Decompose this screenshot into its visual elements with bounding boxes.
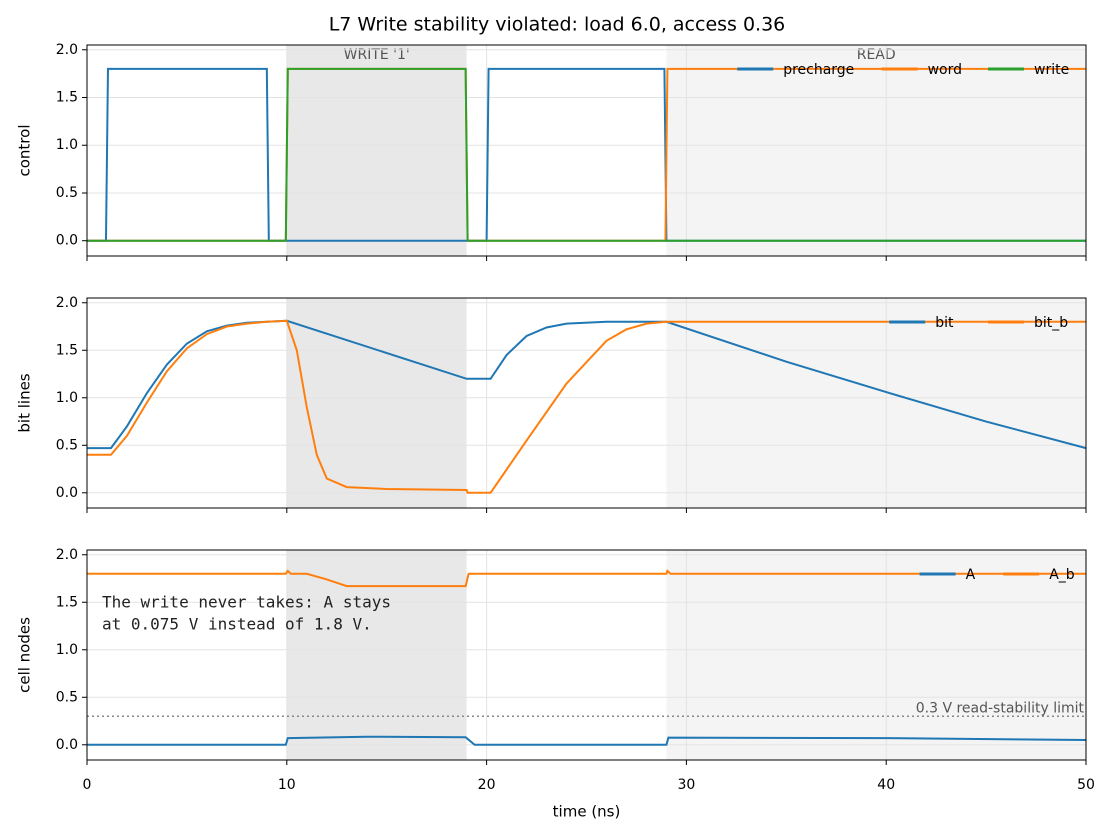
y-tick-label: 1.5 [56,90,78,106]
legend-label: A_b [1049,567,1075,583]
legend-label: word [928,62,962,78]
axes-frame [86,549,1087,761]
y-tick-label: 0.0 [56,485,78,501]
legend-label: bit_b [1034,315,1068,331]
y-tick-label: 1.5 [56,342,78,358]
y-tick-label: 2.0 [56,547,78,563]
x-tick-label: 0 [83,777,92,793]
threshold-label: 0.3 V read-stability limit [916,700,1085,716]
y-tick-label: 1.0 [56,642,78,658]
phase-span [666,298,1086,508]
x-tick-label: 50 [1077,777,1095,793]
phase-span [666,550,1086,760]
y-axis-label: control [16,125,34,177]
x-axis-label: time (ns) [553,803,621,821]
y-axis-label: cell nodes [16,617,34,693]
y-tick-label: 0.5 [56,689,78,705]
figure-title: L7 Write stability violated: load 6.0, a… [329,14,786,36]
series-line [87,67,1086,242]
annotation: at 0.075 V instead of 1.8 V. [102,615,372,634]
y-tick-label: 0.5 [56,185,78,201]
y-tick-label: 0.0 [56,737,78,753]
y-tick-label: 2.0 [56,42,78,58]
y-tick-label: 2.0 [56,295,78,311]
series-line [87,735,1087,746]
series-line [87,319,1086,494]
legend-label: precharge [783,62,854,78]
phase-span [286,45,467,256]
series-line [87,569,1086,588]
phase-span [666,45,1086,256]
series-line [87,319,1087,450]
axes-frame [86,44,1087,257]
y-tick-label: 0.0 [56,233,78,249]
y-tick-label: 1.0 [56,390,78,406]
axes-frame [86,297,1087,509]
x-tick-label: 10 [278,777,296,793]
y-axis-label: bit lines [16,373,34,432]
panel: 0 10 20 30 40 50 0.0 0.5 1.0 1.5 2.0 0.3 V read-sta… [56,547,1095,793]
panel: 0.0 0.5 1.0 1.5 2.0 [56,295,1087,513]
x-tick-label: 30 [677,777,695,793]
phase-span [286,550,467,760]
y-tick-label: 1.5 [56,594,78,610]
legend-label: bit [935,315,954,331]
annotation: The write never takes: A stays [102,593,391,612]
y-tick-label: 1.0 [56,137,78,153]
phase-span [286,298,467,508]
legend-label: A [966,567,976,583]
x-tick-label: 20 [478,777,496,793]
y-tick-label: 0.5 [56,437,78,453]
phase-label: WRITE '1' [344,47,410,63]
x-tick-label: 40 [877,777,895,793]
legend-label: write [1034,62,1069,78]
